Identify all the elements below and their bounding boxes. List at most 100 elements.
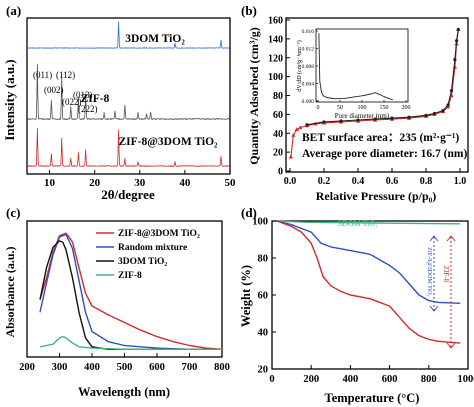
inset-x-tick-label: 200 <box>402 105 411 111</box>
panel-c-x-tick-label: 500 <box>117 362 133 373</box>
panel-d-x-tick-label: 1000 <box>458 374 474 385</box>
panel-b-y-tick-label: 160 <box>268 16 283 27</box>
panel-d-ticks: 0 200 400 600 800 1000 20 40 60 80 100 <box>252 217 474 386</box>
panel-c-x-axis-label: Wavelength (nm) <box>78 385 170 399</box>
panel-b-desorption-point <box>356 118 360 122</box>
panel-a-hkl-112: (112) <box>56 70 75 80</box>
panel-d-annotation-zif8: ZIF-8 <box>442 266 450 283</box>
panel-b-adsorption-point <box>294 127 299 132</box>
panel-d-y-tick-label: 40 <box>258 328 269 339</box>
panel-b-adsorption-point <box>288 154 294 159</box>
panel-d-series-line <box>276 220 461 344</box>
panel-b-x-tick-label: 1.0 <box>454 176 467 187</box>
panel-b-desorption-point <box>455 39 459 43</box>
panel-b-x-tick-label: 0.8 <box>420 176 433 187</box>
panel-b-adsorption-point <box>298 125 303 130</box>
panel-b-desorption-point <box>424 113 428 117</box>
panel-d-label: (d) <box>241 205 257 220</box>
inset-y-tick-label: 0.016 <box>302 29 315 35</box>
panel-a-series <box>26 21 230 167</box>
panel-d-x-tick-label: 0 <box>269 374 274 385</box>
inset-y-tick-label: 0.008 <box>302 64 315 70</box>
panel-a-x-tick-label: 10 <box>44 177 56 189</box>
legend-label-composite: ZIF-8@3DOM TiO₂ <box>118 229 200 239</box>
panel-b-desorption-point <box>339 119 343 123</box>
panel-d-x-tick-label: 600 <box>382 374 398 385</box>
panel-d-series-line <box>276 220 461 225</box>
panel-d-weight-loss-markers <box>429 235 456 349</box>
panel-d-annotation-composite: ZIF-8@3DOM TiO₂ <box>426 247 432 296</box>
panel-b-series-line <box>290 29 459 157</box>
panel-b-y-tick-label: 60 <box>273 110 283 121</box>
panel-d: (d) Weight (%) Temperature (°C) 0 200 400 6… <box>239 205 474 405</box>
panel-b-desorption-point <box>456 27 460 32</box>
panel-a-hkl-011: (011) <box>33 70 52 80</box>
panel-b-adsorption-point <box>452 64 458 69</box>
panel-d-x-tick-label: 200 <box>303 374 319 385</box>
panel-a-x-tick-label: 40 <box>179 177 191 189</box>
panel-b-y-tick-label: 0 <box>278 167 283 178</box>
panel-c-series <box>39 232 223 350</box>
panel-c-label: (c) <box>6 205 20 220</box>
panel-c-x-tick-label: 700 <box>182 362 198 373</box>
inset-y-tick-label: 0.004 <box>302 82 315 88</box>
panel-b-y-tick-label: 100 <box>268 72 283 83</box>
panel-c-x-tick-label: 300 <box>52 362 68 373</box>
panel-b-desorption-point <box>373 117 377 121</box>
zif8-loss-arrows <box>446 235 456 349</box>
panel-c-x-tick-label: 600 <box>149 362 165 373</box>
panel-d-x-tick-label: 800 <box>421 374 437 385</box>
panel-b-x-tick-label: 0.0 <box>284 176 297 187</box>
panel-b-y-tick-label: 80 <box>273 91 283 102</box>
panel-a-series-line <box>26 21 230 49</box>
panel-c: (c) Absorbance (a.u.) Wavelength (nm) 20… <box>3 205 230 399</box>
panel-b-y-tick-label: 40 <box>273 129 283 140</box>
panel-a: (a) Intensity (a.u.) 2θ/degree 10 20 30 40 5… <box>2 3 236 202</box>
panel-d-annotation-3dom: 3DOM TiO₂ <box>338 219 378 228</box>
panel-a-hkl-222: (222) <box>78 104 98 114</box>
inset-ticks: 0 50 100 150 200 0.000 0.004 0.008 0.012 0.016 <box>302 29 411 111</box>
panel-b-desorption-point <box>432 111 437 116</box>
panel-d-y-tick-label: 100 <box>252 217 268 228</box>
panel-a-series-line <box>26 63 230 120</box>
panel-b-x-axis-label: Relative Pressure (p/p₀) <box>316 189 436 203</box>
panel-b-x-tick-label: 0.2 <box>318 176 331 187</box>
inset-series-line <box>318 33 393 101</box>
panel-d-y-axis-label: Weight (%) <box>239 265 253 327</box>
inset-x-tick-label: 150 <box>380 105 389 111</box>
panel-c-x-tick-label: 200 <box>19 362 35 373</box>
panel-b-series <box>288 27 461 159</box>
panel-b-y-axis-label: Quantity Adsorbed (cm³/g) <box>247 27 261 165</box>
inset-x-tick-label: 0 <box>317 105 320 111</box>
panel-b-bet-annotation: BET surface area：235 (m²·g⁻¹) <box>302 132 459 144</box>
panel-b-inset: dV/dD (cm³g⁻¹nm⁻¹) Pore diameter (nm) 0 5… <box>296 28 411 120</box>
panel-b-desorption-point <box>322 120 326 124</box>
panel-b-desorption-point <box>305 123 309 127</box>
panel-a-hkl-022: (022) <box>62 97 82 107</box>
panel-b-pore-annotation: Average pore diameter: 16.7 (nm) <box>302 148 467 160</box>
panel-d-frame <box>271 220 469 370</box>
inset-x-tick-label: 50 <box>337 105 343 111</box>
panel-c-x-tick-label: 800 <box>214 362 230 373</box>
panel-b-desorption-point <box>453 58 457 62</box>
panel-c-x-ticks: 200 300 400 500 600 700 800 <box>19 353 230 373</box>
inset-y-axis-label: dV/dD (cm³g⁻¹nm⁻¹) <box>296 40 303 92</box>
panel-a-frame <box>26 17 231 175</box>
panel-d-y-tick-label: 20 <box>258 365 269 376</box>
inset-frame <box>315 28 409 103</box>
inset-y-tick-label: 0.000 <box>302 99 315 105</box>
panel-a-x-tick-label: 50 <box>225 177 237 189</box>
inset-y-tick-label: 0.012 <box>302 47 315 53</box>
panel-c-frame <box>26 220 223 358</box>
panel-b-y-tick-label: 120 <box>268 53 283 64</box>
inset-x-tick-label: 100 <box>358 105 367 111</box>
panel-a-y-axis-label: Intensity (a.u.) <box>2 59 17 140</box>
panel-b-y-tick-label: 20 <box>273 148 283 159</box>
legend-label-random-mixture: Random mixture <box>118 243 187 253</box>
panel-a-x-axis-label: 2θ/degree <box>101 187 155 202</box>
panel-a-series-label-zif8: ZIF-8 <box>81 93 110 105</box>
panel-b-x-tick-label: 0.4 <box>352 176 365 187</box>
panel-a-label: (a) <box>6 3 21 18</box>
panel-a-x-tick-label: 20 <box>89 177 101 189</box>
